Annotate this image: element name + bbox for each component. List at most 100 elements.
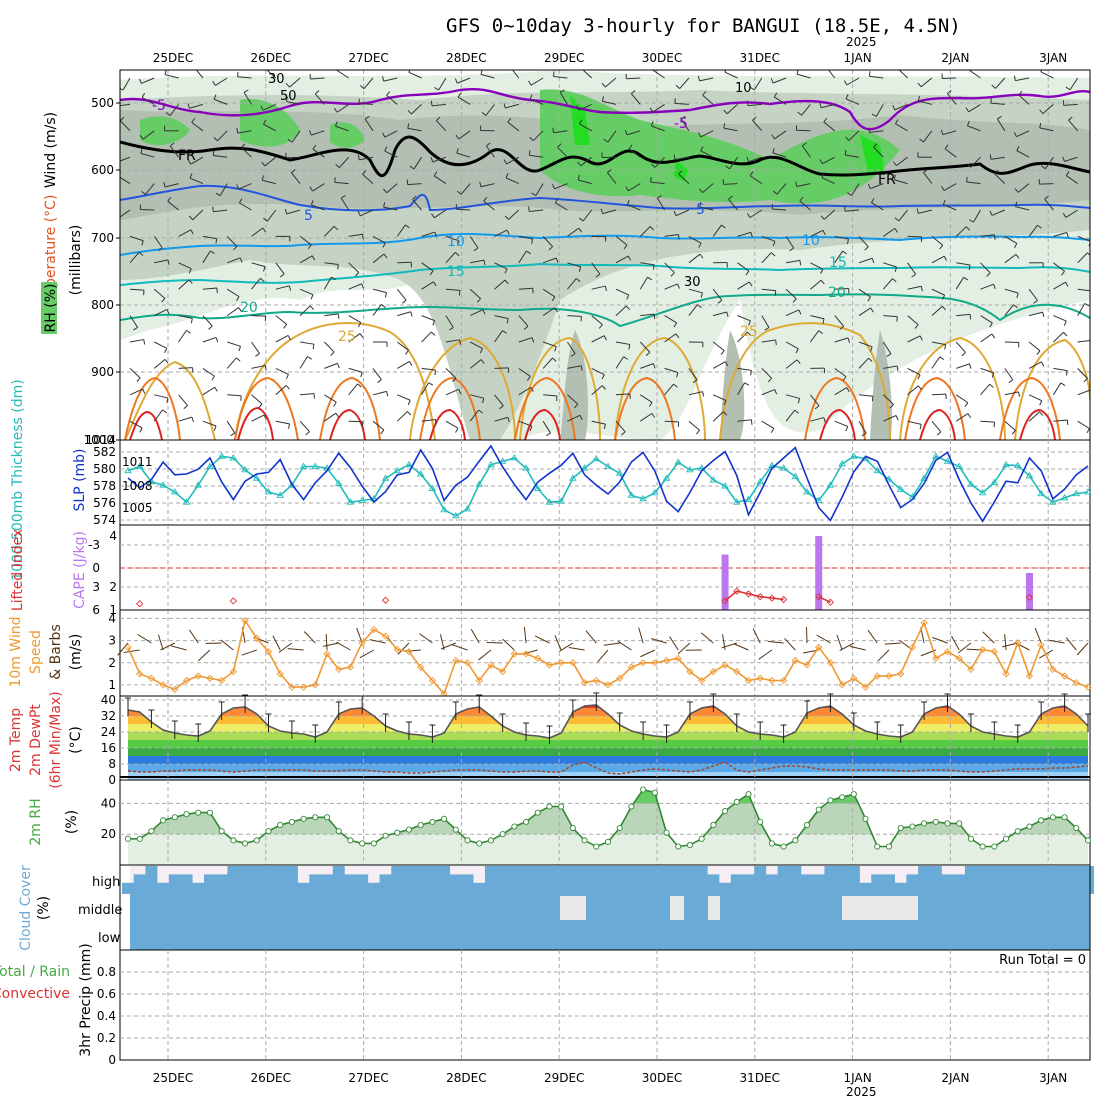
wind10-line-point [721, 661, 729, 669]
upper-wind-barb-feather [746, 213, 751, 218]
upper-wind-barb [421, 418, 436, 422]
upper-wind-barb [995, 77, 1006, 89]
cloud-high-bar [730, 874, 743, 894]
thickness-line-point [440, 505, 448, 513]
upper-wind-barb [737, 419, 752, 422]
upper-wind-barb [955, 277, 965, 290]
upper-wind-barb-feather [186, 329, 191, 334]
upper-wind-barb [700, 150, 714, 158]
upper-wind-barb [845, 209, 860, 212]
upper-wind-barb-feather [581, 65, 584, 69]
upper-wind-barb [202, 420, 217, 427]
cloud-high-bar [754, 866, 767, 894]
upper-wind-barb [518, 250, 527, 264]
slp-tick-label: 1005 [122, 501, 153, 515]
upper-wind-barb [129, 235, 144, 242]
cloud-high-bar [1023, 866, 1036, 894]
lifted-tick-label: 6 [92, 603, 100, 617]
cloud-high-bar [297, 882, 310, 894]
cloud-row-low: low [98, 931, 121, 946]
rh2m-line-point [124, 835, 132, 842]
upper-wind-barb [640, 262, 655, 266]
rh2m-line-point [323, 814, 331, 821]
wind10-line-point [393, 645, 401, 654]
upper-wind-barb [858, 394, 873, 397]
upper-wind-barb [810, 279, 822, 290]
upper-wind-barb-feather [188, 279, 193, 284]
upper-wind-barb [164, 183, 179, 188]
upper-wind-barb-feather [993, 234, 996, 240]
upper-wind-barb-feather [911, 273, 916, 278]
wind10-line-point [943, 648, 952, 656]
cloud-high-bar [812, 874, 825, 894]
cloud-high-bar [1082, 866, 1094, 894]
upper-wind-barb-feather [723, 400, 727, 406]
wind10-line-point [1025, 672, 1034, 680]
upper-wind-barb [702, 183, 714, 193]
upper-wind-barb-feather [430, 331, 436, 336]
upper-wind-barb-feather [279, 273, 285, 278]
upper-wind-barb-feather [409, 165, 415, 170]
thickness-line-point [967, 480, 975, 487]
thickness-line-point [533, 484, 542, 491]
upper-wind-barb-feather [262, 119, 267, 125]
cloud-high-bar [367, 882, 380, 894]
rh2m-line-point [253, 837, 260, 844]
upper-wind-barb [851, 183, 860, 196]
upper-wind-barb [895, 123, 908, 132]
upper-wind-barb [761, 420, 775, 429]
thickness-line-point [674, 458, 683, 465]
cape-tick-label: 2 [109, 580, 117, 594]
wind10-line-point [744, 676, 753, 685]
rh2m-line-point [206, 809, 214, 816]
upper-wind-barb [310, 130, 325, 136]
upper-wind-barb [578, 179, 592, 185]
upper-wind-barb-feather [214, 386, 218, 392]
upper-wind-barb-feather [797, 398, 801, 404]
upper-wind-barb [1077, 389, 1090, 396]
wind10-barb [137, 634, 152, 644]
upper-wind-barb [994, 173, 1006, 184]
cloud-high-bar [1000, 866, 1013, 894]
upper-wind-barb-feather [259, 277, 265, 282]
upper-wind-barb [980, 367, 994, 374]
thickness-line-point [814, 496, 823, 503]
thickness-line-point [522, 464, 530, 471]
upper-wind-barb [469, 309, 484, 317]
cloud-high-bar [1011, 866, 1024, 894]
thickness-line-point [744, 495, 753, 503]
upper-wind-barb-feather [725, 361, 729, 367]
wind10-label-2: Speed [28, 630, 44, 674]
upper-wind-barb-feather [936, 431, 942, 436]
upper-wind-barb-feather [1013, 75, 1016, 81]
upper-wind-barb-feather [428, 382, 434, 386]
upper-wind-barb-feather [967, 413, 972, 419]
pressure-tick-label: 700 [91, 231, 114, 245]
upper-wind-barb-feather [528, 150, 531, 156]
cloud-high-bar [777, 866, 790, 894]
thickness-line-point [452, 511, 460, 519]
upper-wind-barb [348, 283, 362, 290]
pressure-tick-label: 1000 [83, 433, 114, 447]
upper-wind-barb [749, 209, 763, 219]
upper-wind-barb [532, 130, 544, 142]
upper-wind-barb-feather [120, 87, 124, 91]
thickness-line-point [182, 498, 191, 505]
upper-wind-barb [413, 156, 423, 170]
upper-wind-barb [580, 156, 593, 167]
rh2m-line-point [991, 843, 998, 850]
contour-fr [120, 135, 1090, 178]
upper-wind-barb [602, 100, 617, 105]
upper-wind-barb [195, 70, 204, 79]
cloud-high-bar [719, 882, 732, 894]
upper-wind-barb [737, 315, 751, 322]
upper-wind-barb-feather [436, 116, 441, 121]
upper-wind-barb [372, 304, 382, 316]
bottom-date-label: 1JAN [844, 1071, 872, 1085]
upper-wind-barb-feather [652, 363, 656, 369]
rh2m-line-point [792, 837, 799, 844]
wind10-barb [669, 636, 679, 651]
upper-wind-barb-feather [1065, 370, 1068, 376]
rh2m-line-point [768, 840, 775, 847]
upper-wind-barb [980, 420, 995, 423]
